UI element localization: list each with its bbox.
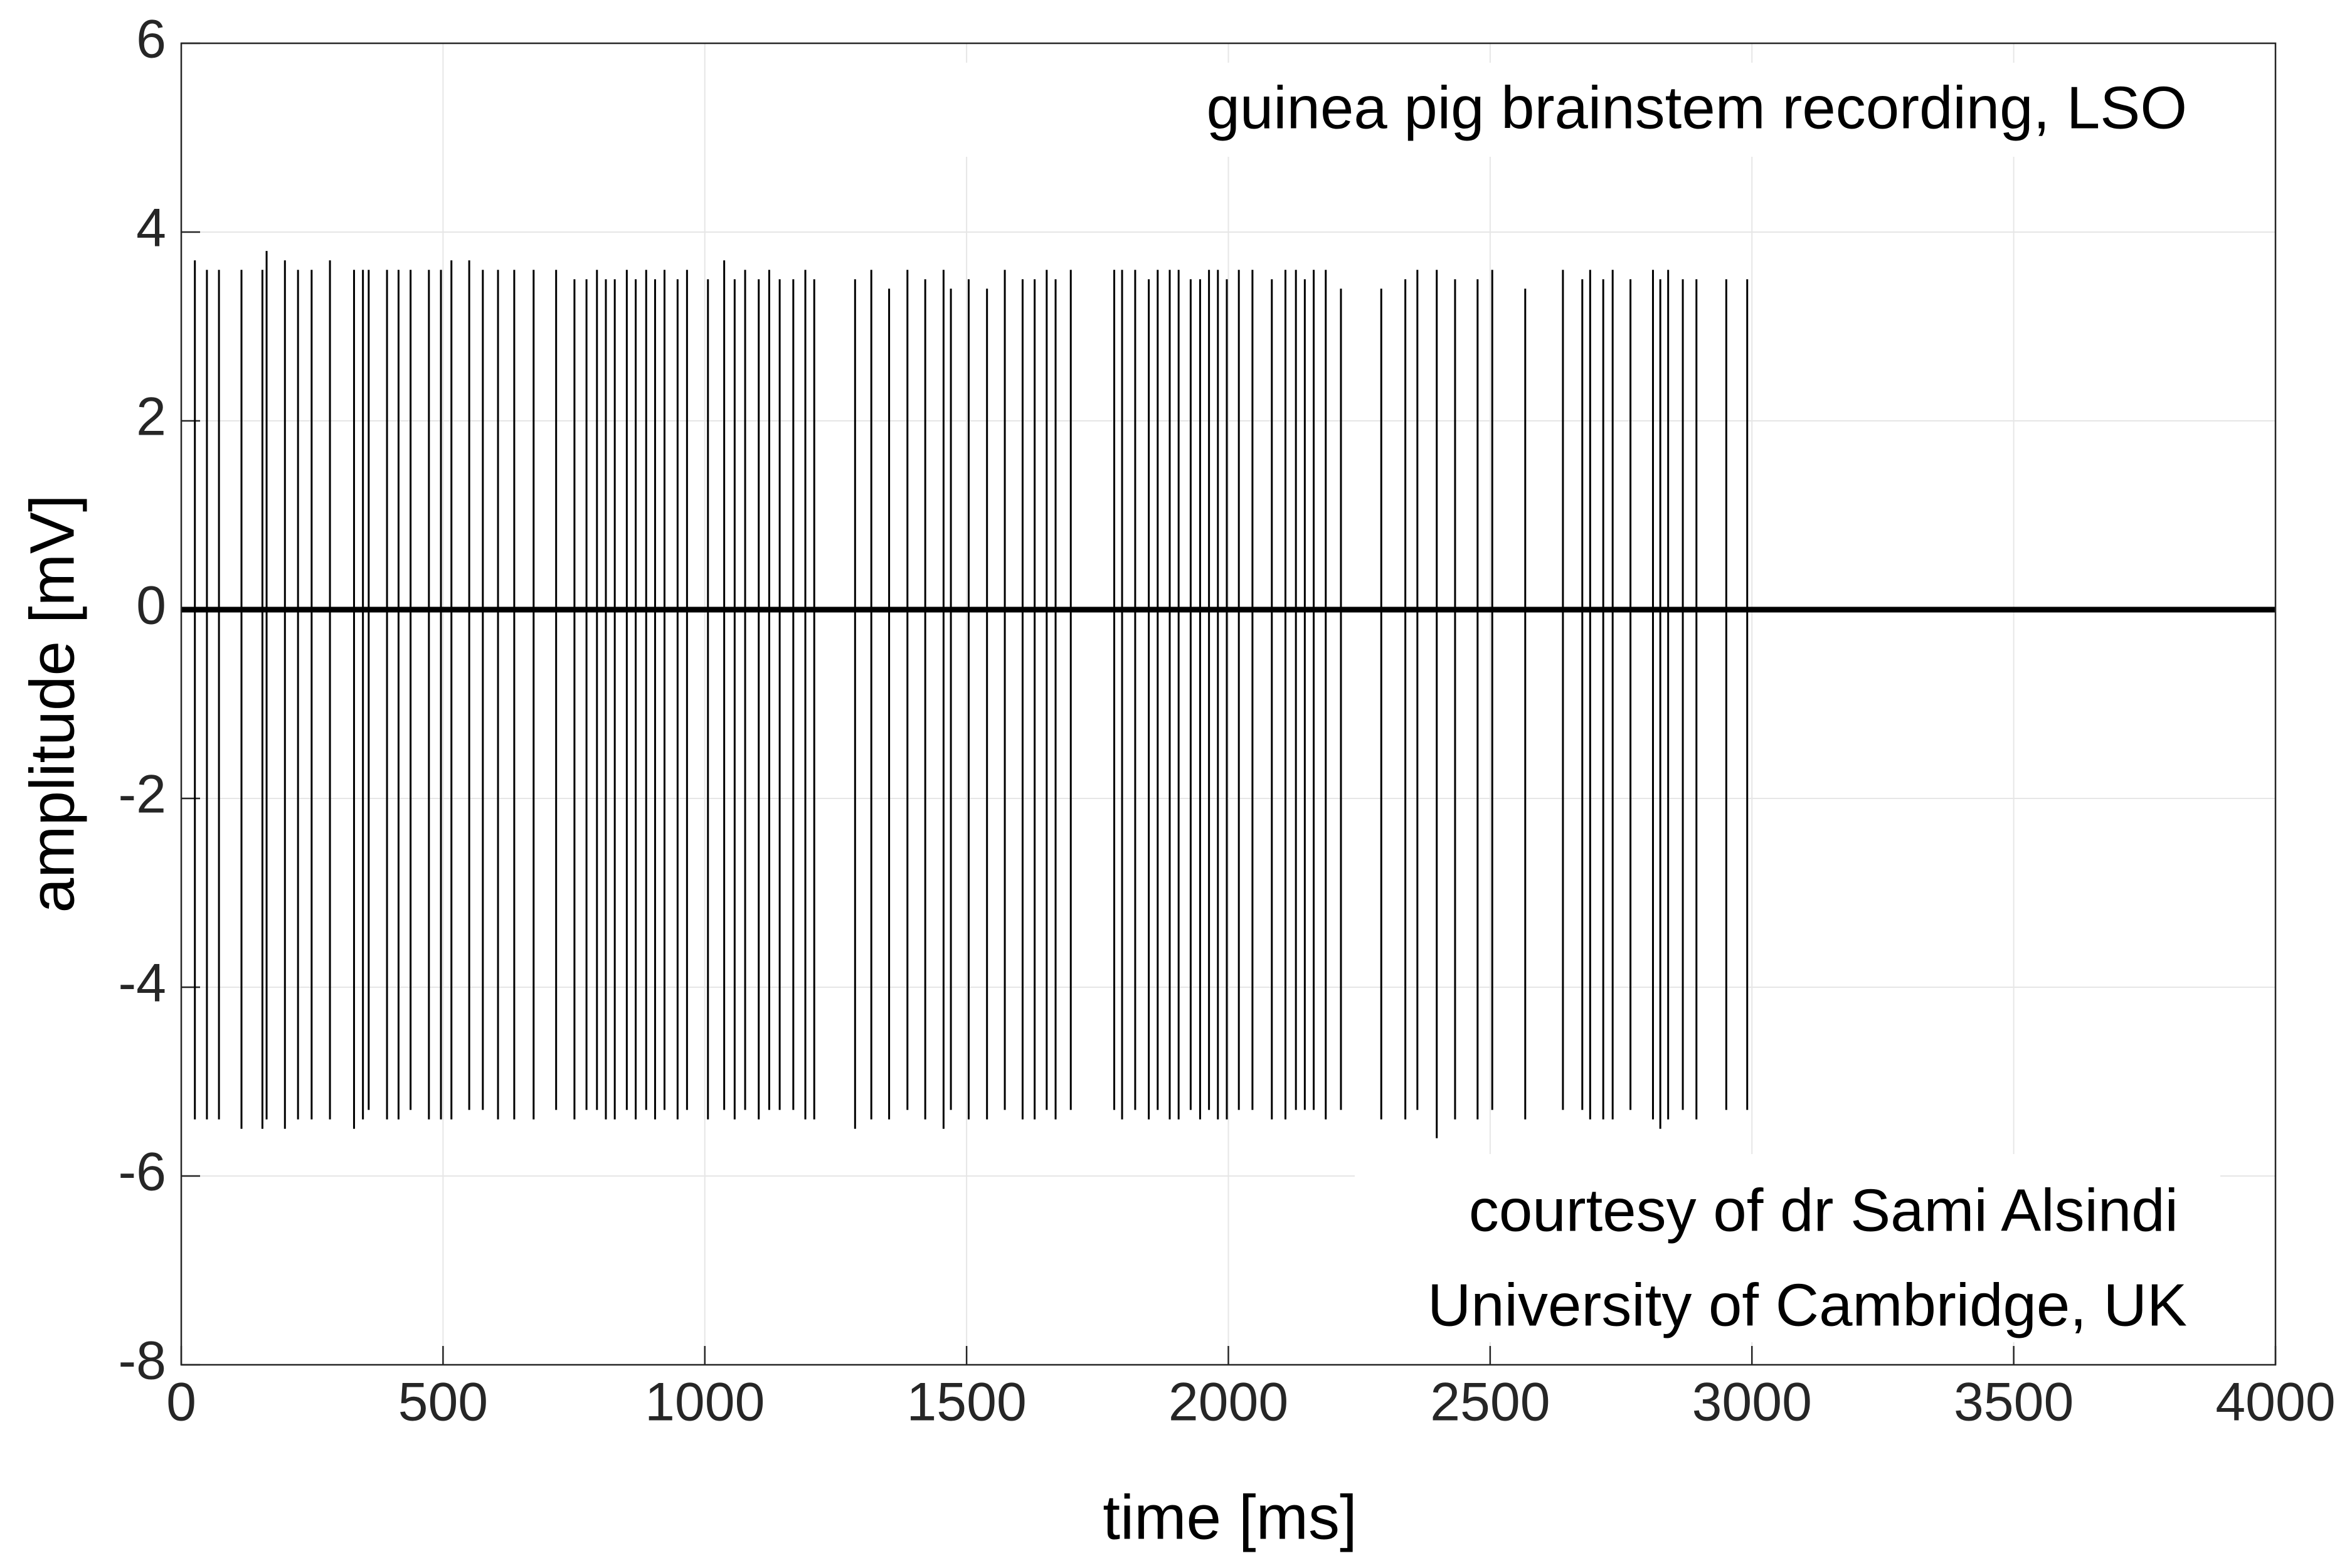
- y-tick-label: 4: [136, 198, 166, 258]
- annotation: University of Cambridge, UK: [1428, 1271, 2187, 1338]
- annotation-background: [1355, 1154, 2220, 1342]
- y-tick-label: 6: [136, 9, 166, 70]
- y-tick-label: 0: [136, 576, 166, 636]
- x-tick-label: 3000: [1692, 1372, 1812, 1433]
- x-tick-label: 2000: [1168, 1372, 1288, 1433]
- x-tick-label: 2500: [1430, 1372, 1550, 1433]
- y-axis-label: amplitude [mV]: [17, 495, 87, 913]
- axes-box: [180, 42, 2277, 1366]
- x-tick-label: 500: [398, 1372, 489, 1433]
- x-axis-label: time [ms]: [1103, 1482, 1357, 1552]
- chart-title: guinea pig brainstem recording, LSO: [1206, 74, 2187, 141]
- ticks: 0 500 1000 1500 2000 2500 3000 3500 4000 -8 -6 -4 -2…: [119, 9, 2336, 1433]
- x-tick-label: 3500: [1954, 1372, 2074, 1433]
- y-tick-label: -4: [119, 953, 166, 1014]
- marks: [181, 251, 2275, 1138]
- x-tick-label: 1500: [906, 1372, 1026, 1433]
- y-tick-label: 2: [136, 387, 166, 447]
- y-tick-label: -8: [119, 1331, 166, 1391]
- title-background: [941, 63, 2214, 157]
- x-tick-label: 0: [166, 1372, 196, 1433]
- y-tick-label: -6: [119, 1142, 166, 1202]
- x-tick-label: 4000: [2215, 1372, 2335, 1433]
- annotation: courtesy of dr Sami Alsindi: [1469, 1177, 2178, 1244]
- x-tick-label: 1000: [645, 1372, 765, 1433]
- y-tick-label: -2: [119, 765, 166, 825]
